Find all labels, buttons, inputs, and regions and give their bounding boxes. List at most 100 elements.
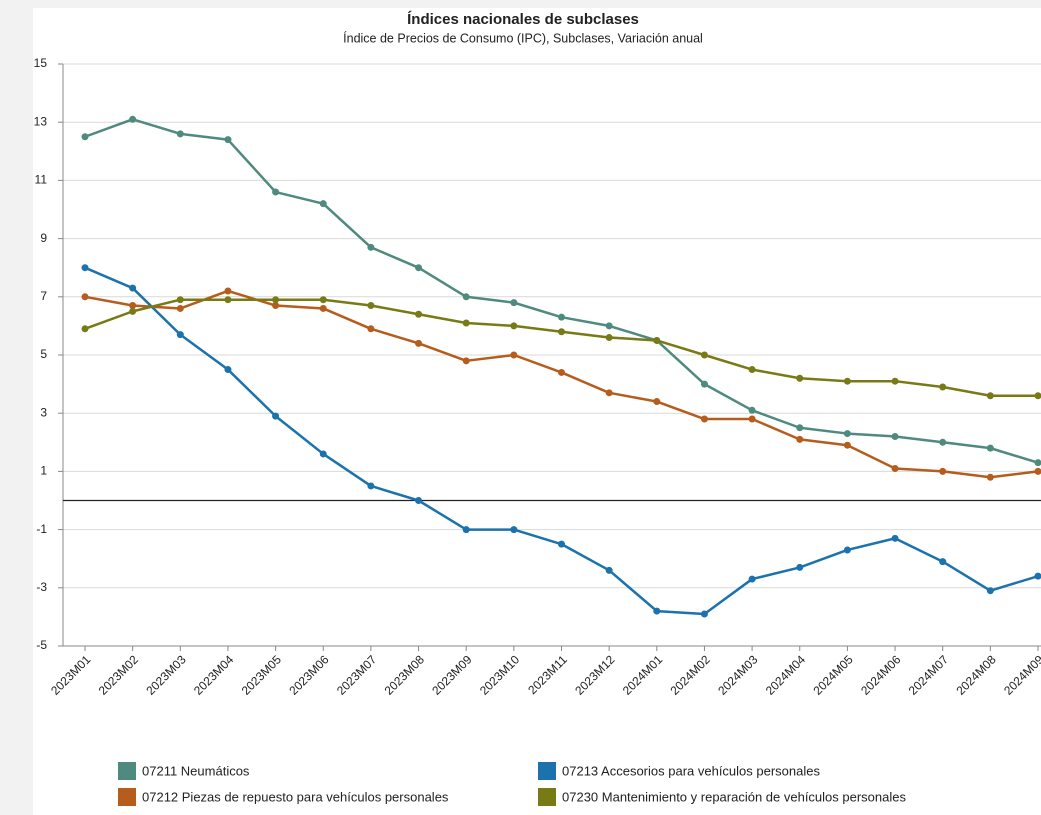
legend-swatch (118, 762, 136, 780)
y-tick-label: 5 (40, 347, 47, 361)
data-point (843, 377, 851, 385)
data-point (986, 444, 994, 452)
data-point (605, 334, 613, 342)
data-point (176, 296, 184, 304)
data-point (176, 130, 184, 138)
data-point (1034, 572, 1041, 580)
data-point (558, 368, 565, 376)
data-point (558, 313, 565, 321)
data-point (272, 302, 280, 310)
data-point (605, 566, 613, 574)
data-point (796, 435, 804, 443)
data-point (129, 115, 137, 123)
data-point (510, 351, 518, 359)
legend-swatch (118, 788, 136, 806)
data-point (748, 366, 756, 374)
data-point (891, 432, 899, 440)
data-point (319, 450, 327, 458)
data-point (700, 351, 708, 359)
data-point (81, 325, 89, 333)
data-point (272, 188, 280, 196)
y-tick-label: 9 (40, 231, 47, 245)
data-point (367, 243, 375, 251)
data-point (272, 412, 280, 420)
data-point (367, 482, 375, 490)
data-point (891, 377, 899, 385)
data-point (415, 264, 423, 272)
data-point (176, 304, 184, 312)
legend-label: 07213 Accesorios para vehículos personal… (562, 763, 820, 778)
data-point (319, 296, 327, 304)
data-point (224, 366, 232, 374)
data-point (843, 441, 851, 449)
data-point (367, 325, 375, 333)
data-point (558, 540, 565, 548)
data-point (176, 331, 184, 339)
data-point (319, 200, 327, 208)
data-point (129, 307, 137, 315)
chart-title: Índices nacionales de subclases (407, 11, 639, 28)
data-point (510, 322, 518, 330)
chart-panel (33, 8, 1041, 815)
data-point (81, 133, 89, 141)
data-point (796, 424, 804, 432)
legend-label: 07230 Mantenimiento y reparación de vehí… (562, 789, 906, 804)
data-point (986, 392, 994, 400)
y-tick-label: 3 (40, 405, 47, 419)
y-tick-label: 1 (40, 464, 47, 478)
data-point (462, 319, 470, 327)
y-tick-label: -5 (36, 638, 47, 652)
data-point (224, 296, 232, 304)
data-point (129, 302, 137, 310)
y-tick-label: -1 (36, 522, 47, 536)
data-point (319, 304, 327, 312)
data-point (796, 374, 804, 382)
legend-label: 07211 Neumáticos (142, 763, 250, 778)
data-point (1034, 459, 1041, 467)
data-point (653, 398, 661, 406)
data-point (796, 563, 804, 571)
data-point (415, 497, 423, 504)
data-point (939, 467, 947, 475)
data-point (891, 464, 899, 472)
data-point (415, 310, 423, 318)
data-point (700, 415, 708, 423)
y-tick-label: 11 (35, 173, 48, 187)
data-point (748, 406, 756, 414)
data-point (462, 357, 470, 365)
data-point (129, 284, 137, 292)
data-point (510, 526, 518, 534)
data-point (653, 336, 661, 344)
data-point (653, 607, 661, 615)
data-point (558, 328, 565, 336)
y-tick-label: 7 (40, 289, 47, 303)
y-tick-label: 13 (34, 114, 48, 128)
legend-swatch (538, 788, 556, 806)
data-point (81, 293, 89, 301)
data-point (843, 430, 851, 438)
data-point (367, 302, 375, 310)
data-point (748, 575, 756, 583)
data-point (81, 264, 89, 272)
data-point (462, 526, 470, 534)
data-point (510, 299, 518, 307)
data-point (986, 587, 994, 595)
data-point (605, 389, 613, 397)
chart-subtitle: Índice de Precios de Consumo (IPC), Subc… (343, 30, 703, 45)
legend-label: 07212 Piezas de repuesto para vehículos … (142, 789, 449, 804)
data-point (891, 534, 899, 542)
data-point (272, 296, 280, 304)
data-point (1034, 467, 1041, 475)
legend-swatch (538, 762, 556, 780)
y-tick-label: 15 (34, 56, 48, 70)
data-point (986, 473, 994, 481)
data-point (939, 558, 947, 566)
data-point (1034, 392, 1041, 400)
data-point (939, 438, 947, 446)
data-point (224, 136, 232, 144)
data-point (415, 339, 423, 347)
data-point (939, 383, 947, 391)
data-point (224, 287, 232, 295)
data-point (700, 610, 708, 618)
